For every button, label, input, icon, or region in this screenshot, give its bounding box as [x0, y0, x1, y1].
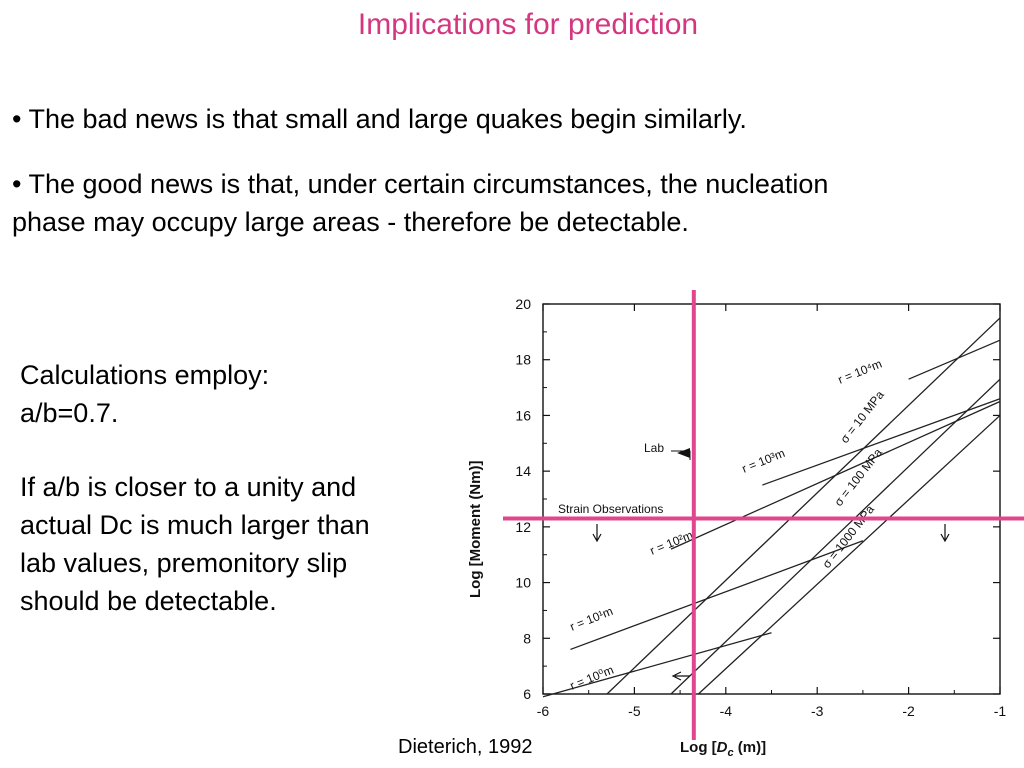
y-tick-label: 6 [523, 686, 531, 702]
series-line [697, 414, 1001, 695]
series-line [570, 540, 864, 651]
y-tick-label: 8 [523, 630, 531, 646]
x-tick-label: -5 [628, 703, 641, 719]
label-r-10-2: r = 10²m [648, 528, 695, 558]
x-tick-label: -1 [994, 703, 1007, 719]
detectability-note: If a/b is closer to a unity and actual D… [20, 472, 370, 616]
label-r-10-0: r = 10⁰m [568, 663, 616, 693]
plot-frame [542, 303, 1001, 695]
strain-arrow-down-right [940, 524, 950, 543]
label-r-10-1: r = 10¹m [568, 604, 615, 634]
y-tick-label: 16 [515, 407, 531, 423]
y-tick-label: 12 [515, 519, 531, 535]
strain-arrow-down-left [592, 524, 602, 543]
calculation-notes: Calculations employ: a/b=0.7. If a/b is … [20, 356, 440, 657]
series-line [542, 632, 772, 698]
y-tick-label: 14 [515, 463, 531, 479]
calc-note: Calculations employ: a/b=0.7. [20, 356, 440, 432]
series-line [762, 398, 1001, 486]
y-axis-title: Log [Moment (Nm)] [467, 461, 484, 598]
label-r-10-4: r = 10⁴m [836, 357, 884, 387]
label-r-10-3: r = 10³m [740, 446, 787, 476]
x-axis-title: Log [Dc (m)] [680, 739, 766, 759]
y-tick-label: 18 [515, 352, 531, 368]
x-tick-label: -6 [537, 703, 550, 719]
calc-line-1: Calculations employ: [20, 360, 270, 390]
citation: Dieterich, 1992 [398, 736, 533, 758]
y-tick-label: 10 [515, 575, 531, 591]
x-tick-label: -4 [720, 703, 733, 719]
x-tick-label: -3 [811, 703, 824, 719]
bullet-list: • The bad news is that small and large q… [12, 100, 972, 268]
y-tick-label: 20 [515, 296, 531, 312]
lab-annotation: Lab [644, 441, 664, 455]
bullet-good-news: • The good news is that, under certain c… [12, 169, 829, 237]
x-tick-label: -2 [902, 703, 915, 719]
series-line [908, 339, 1001, 380]
series-line [606, 317, 1001, 695]
bullet-bad-news: • The bad news is that small and large q… [12, 104, 747, 134]
lab-arrow-bottom [671, 671, 690, 681]
lab-arrow [677, 448, 690, 458]
calc-line-2: a/b=0.7. [20, 398, 119, 428]
slide-title: Implications for prediction [357, 8, 699, 41]
series-line [670, 378, 1001, 695]
label-sigma-10: σ = 10 MPa [837, 388, 887, 446]
series-line [670, 400, 1001, 550]
strain-observations-label: Strain Observations [558, 502, 663, 516]
label-sigma-100: σ = 100 MPa [831, 446, 885, 509]
